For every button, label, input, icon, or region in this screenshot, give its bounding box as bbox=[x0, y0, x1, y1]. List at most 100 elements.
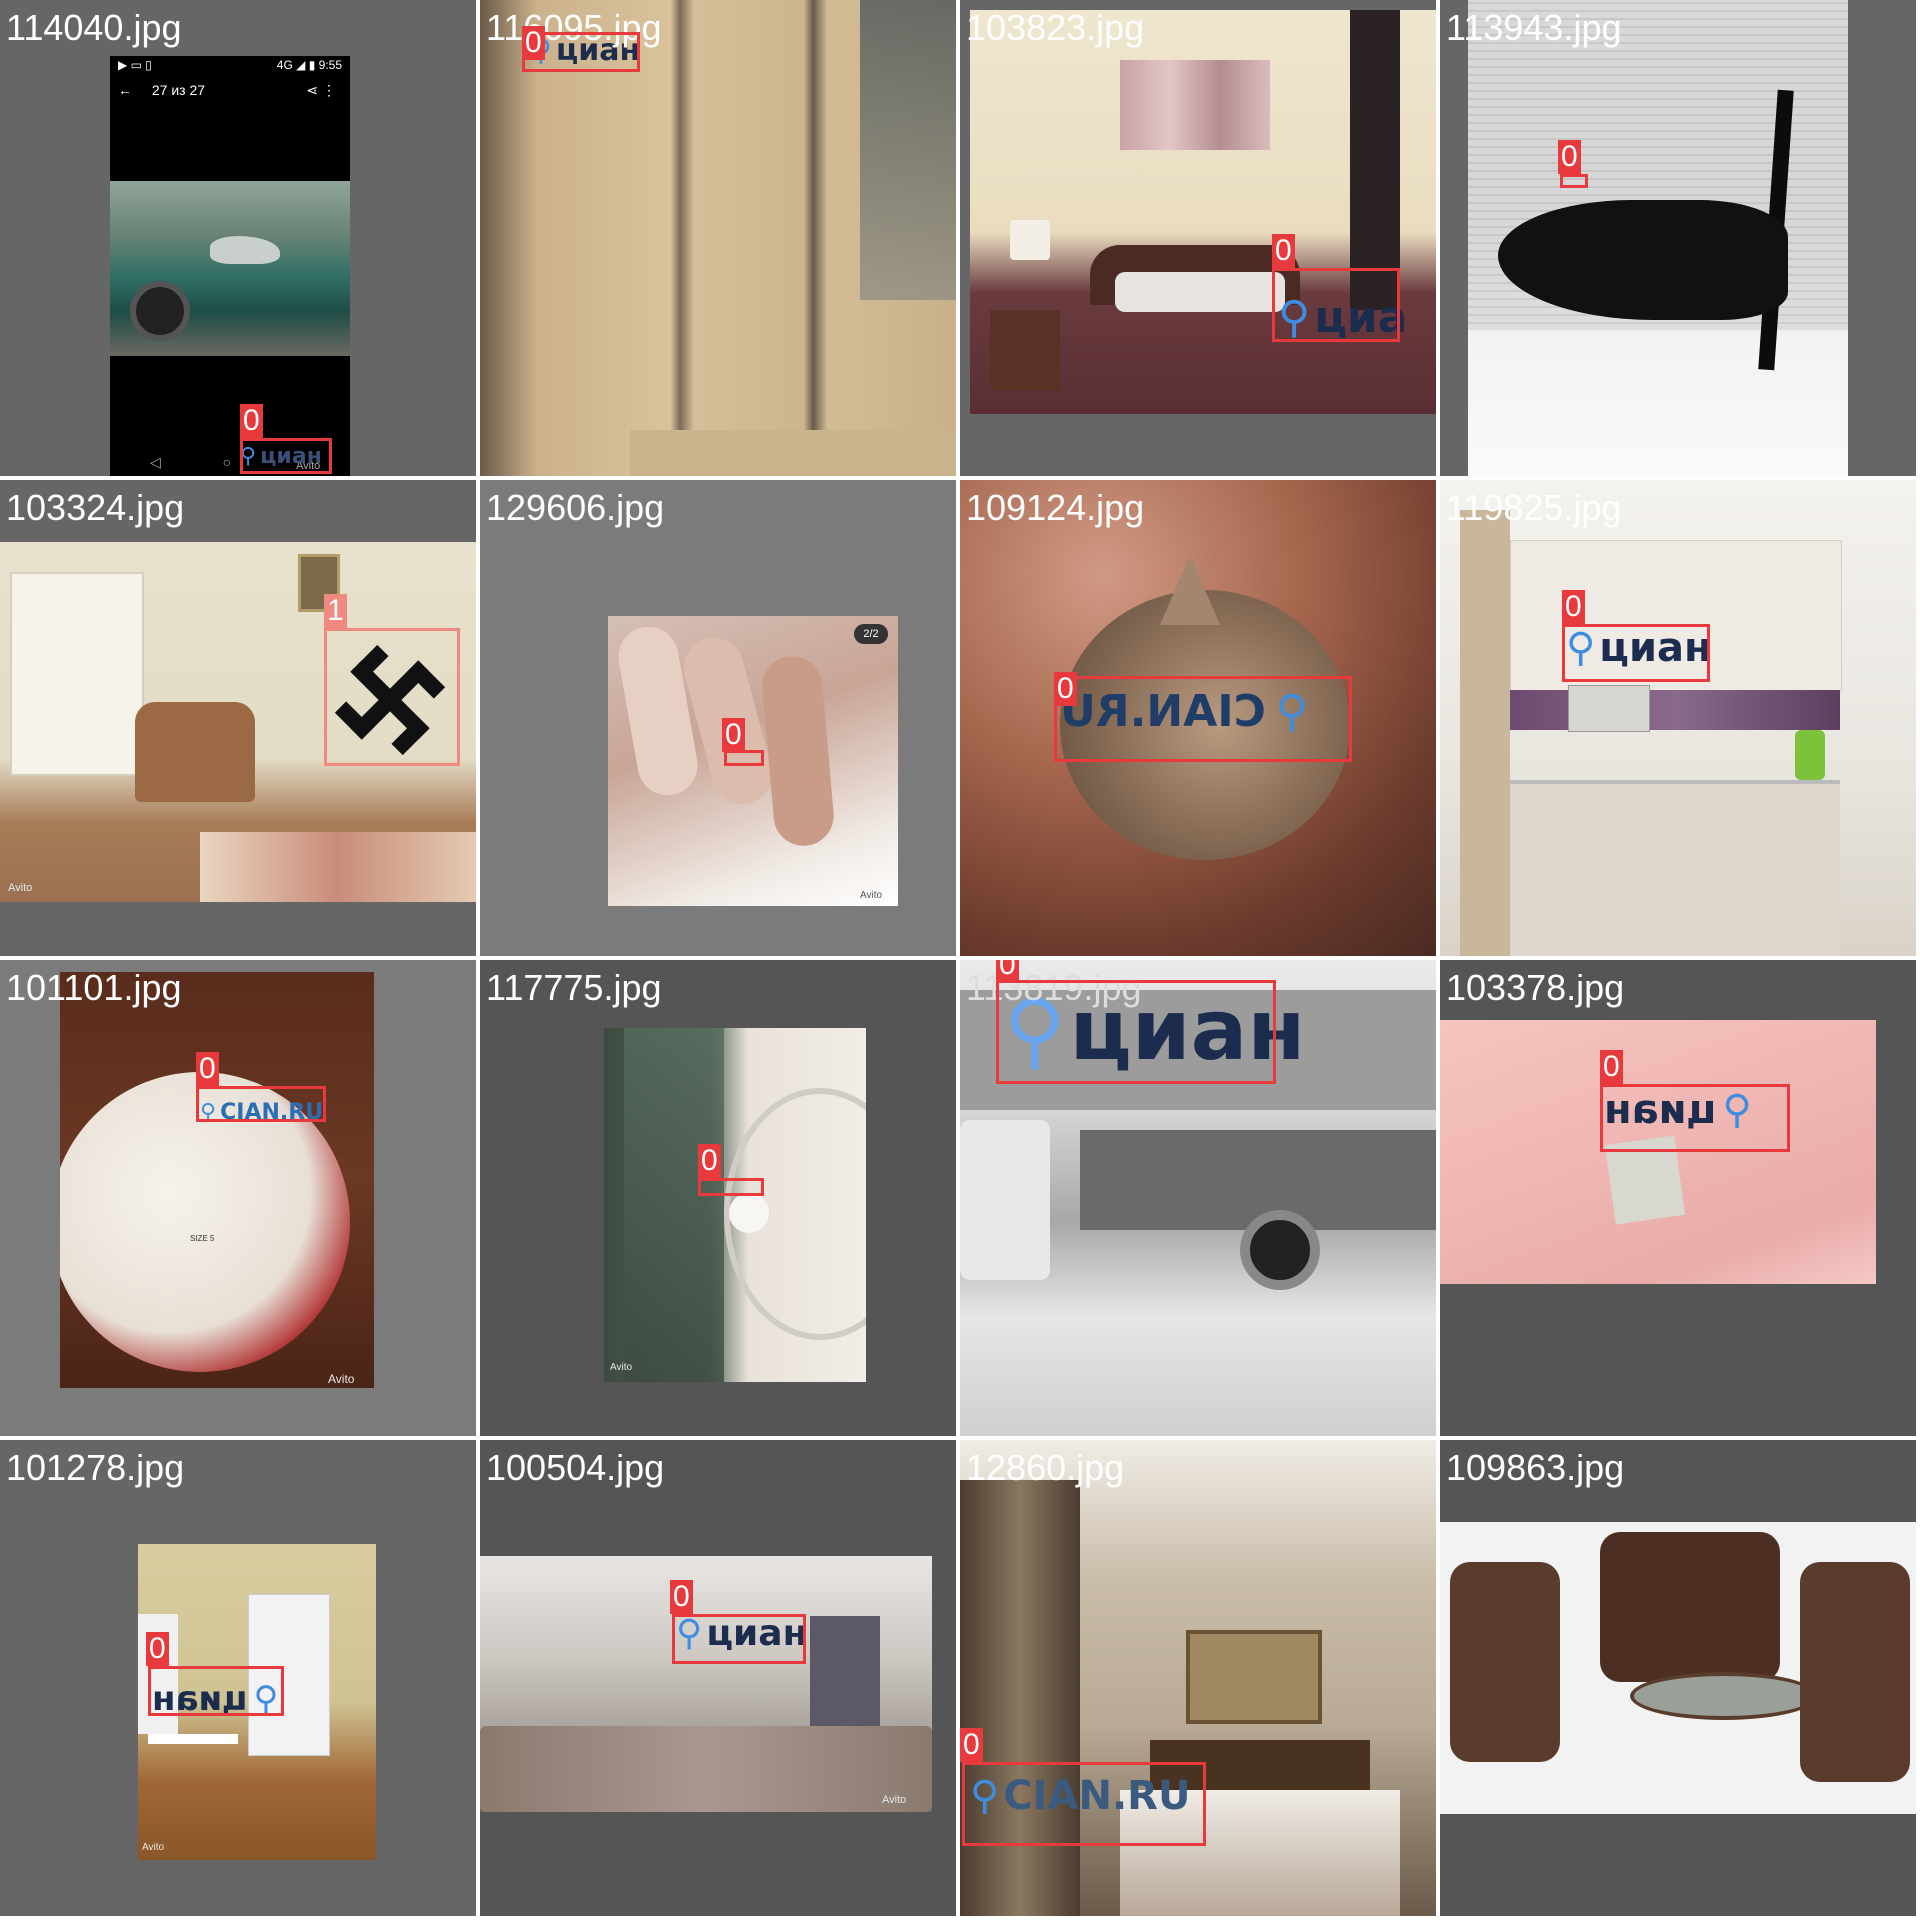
truck-wheel bbox=[1240, 1210, 1320, 1290]
bbox-class-0[interactable] bbox=[724, 750, 764, 766]
bbox-label: 0 bbox=[670, 1580, 693, 1614]
pin-icon: ⚲ bbox=[970, 1773, 1000, 1819]
filename: 12860.jpg bbox=[966, 1447, 1125, 1488]
bbox-class-0[interactable] bbox=[1272, 268, 1400, 342]
tile-113819[interactable]: ⚲циан 0 113819.jpg bbox=[960, 960, 1436, 1436]
tile-101101[interactable]: SIZE 5 Avito ⚲ CIAN.RU 0 101101.jpg bbox=[0, 960, 476, 1436]
more-icon: ⋮ bbox=[322, 82, 336, 98]
bbox-label: 0 bbox=[522, 26, 545, 60]
filename: 129606.jpg bbox=[486, 487, 665, 528]
shower-glass bbox=[624, 1028, 724, 1382]
kitchen-photo: Avito bbox=[138, 1544, 376, 1860]
filename: 113943.jpg bbox=[1446, 7, 1622, 48]
filename: 109124.jpg bbox=[966, 487, 1145, 528]
tile-103378[interactable]: циан ⚲ 0 103378.jpg bbox=[1440, 960, 1916, 1436]
back-arrow-icon: ← bbox=[118, 82, 132, 98]
pillows bbox=[1115, 272, 1285, 312]
tile-113943[interactable]: 0 113943.jpg bbox=[1440, 0, 1916, 476]
nails-photo: 2/2 Avito bbox=[608, 616, 898, 906]
bbox-class-0[interactable] bbox=[672, 1614, 806, 1664]
round-table bbox=[1630, 1672, 1818, 1720]
shoe-photo bbox=[1468, 0, 1848, 476]
watermark: ⚲циан bbox=[676, 1616, 807, 1652]
tile-114040[interactable]: ▶ ▭ ▯ 4G ◢ ▮ 9:55 ← 27 из 27 ⋖ ⋮ ◁ ○ Avi… bbox=[0, 0, 476, 476]
bbox-label: 0 bbox=[1054, 672, 1077, 706]
finger-3 bbox=[759, 653, 837, 849]
furniture-photo bbox=[1440, 1522, 1916, 1814]
bbox-class-0[interactable] bbox=[196, 1086, 326, 1122]
watermark: ⚲циан bbox=[1004, 988, 1305, 1072]
shoe-body bbox=[1498, 200, 1788, 320]
phone-status: 4G ◢ ▮ 9:55 bbox=[276, 58, 342, 72]
tile-103324[interactable]: Avito 1 103324.jpg bbox=[0, 480, 476, 956]
watermark: ⚲ CIAN.RU bbox=[200, 1102, 323, 1124]
tile-101278[interactable]: Avito циан ⚲ 0 101278.jpg bbox=[0, 1440, 476, 1916]
lamp bbox=[1010, 220, 1050, 260]
bbox-class-0[interactable] bbox=[698, 1178, 764, 1196]
wall-art bbox=[1120, 60, 1270, 150]
tile-103823[interactable]: ⚲циа 0 103823.jpg bbox=[960, 0, 1436, 476]
watermark: ⚲ CIAN.RU bbox=[970, 1776, 1190, 1816]
bbox-label: 0 bbox=[240, 404, 263, 438]
sofa bbox=[135, 702, 255, 802]
bbox-class-0[interactable] bbox=[962, 1762, 1206, 1846]
bbox-class-0[interactable] bbox=[148, 1666, 284, 1716]
status-icons-left: ▶ ▭ ▯ bbox=[118, 58, 152, 72]
bbox-label: 0 bbox=[1272, 234, 1295, 268]
tile-119825[interactable]: ⚲ циан 0 119825.jpg bbox=[1440, 480, 1916, 956]
divider-v3 bbox=[1436, 0, 1440, 1920]
cat-ear bbox=[1160, 555, 1220, 625]
filename: 103378.jpg bbox=[1446, 967, 1625, 1008]
bbox-label: 0 bbox=[1600, 1050, 1623, 1084]
share-icon: ⋖ bbox=[306, 82, 318, 98]
bbox-label: 1 bbox=[324, 594, 347, 628]
pin-icon: ⚲ bbox=[253, 1679, 279, 1719]
bbox-class-0[interactable] bbox=[1562, 624, 1710, 682]
watermark-text: циан bbox=[1599, 625, 1712, 671]
watermark: циан ⚲ bbox=[152, 1679, 282, 1719]
nav-home-icon: ○ bbox=[222, 454, 232, 470]
bbox-class-0[interactable] bbox=[1600, 1084, 1790, 1152]
tile-116095[interactable]: ⚲циан 0 116095.jpg bbox=[480, 0, 956, 476]
corner-sofa bbox=[480, 1726, 932, 1812]
building bbox=[960, 990, 1436, 1110]
tile-100504[interactable]: Avito ⚲ циан 0 100504.jpg bbox=[480, 1440, 956, 1916]
bbox-class-0[interactable] bbox=[1054, 676, 1352, 762]
divider-h2 bbox=[0, 956, 1920, 960]
car-photo bbox=[110, 181, 350, 356]
curtain bbox=[960, 1480, 1080, 1916]
watermark-text: CIAN.RU bbox=[220, 1100, 324, 1125]
tile-117775[interactable]: Avito 0 117775.jpg bbox=[480, 960, 956, 1436]
filename: 100504.jpg bbox=[486, 1447, 665, 1488]
filename: 116095.jpg bbox=[486, 7, 662, 48]
bbox-class-0[interactable] bbox=[1560, 174, 1588, 188]
bbox-label: 0 bbox=[1558, 140, 1581, 174]
divider-h3 bbox=[0, 1436, 1920, 1440]
painting bbox=[1186, 1630, 1322, 1724]
tile-109124[interactable]: CIAN.RU ⚲ 0 109124.jpg bbox=[960, 480, 1436, 956]
pin-icon: ⚲ bbox=[1278, 292, 1311, 343]
divider-v1 bbox=[476, 0, 480, 1920]
bbox-class-0[interactable] bbox=[996, 980, 1276, 1084]
counter-badge: 2/2 bbox=[854, 624, 888, 644]
backsplash bbox=[1510, 690, 1840, 730]
tile-129606[interactable]: 2/2 Avito 0 129606.jpg bbox=[480, 480, 956, 956]
watermark-text: циан bbox=[260, 444, 322, 469]
tile-109863[interactable]: 109863.jpg bbox=[1440, 1440, 1916, 1916]
bbox-class-0[interactable] bbox=[240, 438, 332, 474]
chair-right bbox=[1800, 1562, 1910, 1782]
ball-photo: SIZE 5 Avito bbox=[60, 972, 374, 1388]
symbol-mark bbox=[334, 644, 446, 756]
pin-icon: ⚲ bbox=[240, 444, 257, 469]
door bbox=[1460, 510, 1510, 956]
truck-photo bbox=[960, 960, 1436, 1436]
tile-12860[interactable]: ⚲ CIAN.RU 0 12860.jpg bbox=[960, 1440, 1436, 1916]
divider-h1 bbox=[0, 476, 1920, 480]
bbox-class-1[interactable] bbox=[324, 628, 460, 766]
watermark: ⚲циан bbox=[1566, 628, 1712, 668]
watermark: CIAN.RU ⚲ bbox=[1060, 686, 1312, 737]
bed bbox=[1120, 1790, 1400, 1916]
filename: 101278.jpg bbox=[6, 1447, 185, 1488]
bbox-label: 0 bbox=[722, 718, 745, 752]
